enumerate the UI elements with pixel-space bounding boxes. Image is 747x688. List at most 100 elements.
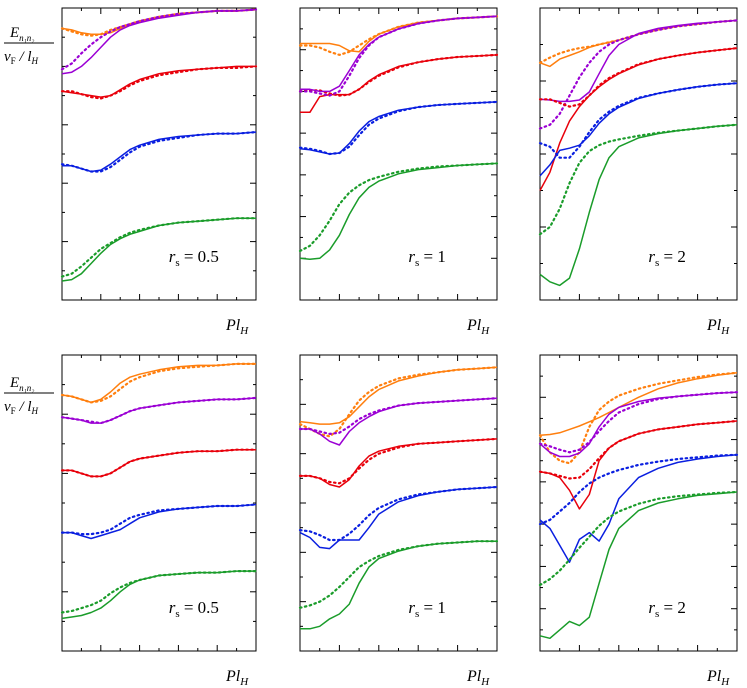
series-line-solid xyxy=(539,47,738,191)
rs-label-value: = 0.5 xyxy=(180,598,219,617)
series-line-solid xyxy=(299,101,498,155)
series-line-dotted xyxy=(298,366,499,438)
series-purple xyxy=(298,15,499,97)
series-line-dotted xyxy=(60,569,258,614)
parameter-box: rs = 2 xyxy=(648,598,686,620)
series-line-dotted xyxy=(298,53,499,97)
series-0 → 2 xyxy=(298,100,499,156)
series-0 → 4 xyxy=(538,19,739,130)
y-label-E-subscript: n₁n₂ xyxy=(19,383,34,393)
rs-label-r: r xyxy=(648,247,655,266)
series-line-dotted xyxy=(538,371,739,465)
rs-label: rs = 1 xyxy=(408,598,446,620)
series-line-dotted xyxy=(538,19,739,64)
series-1 → 4 xyxy=(60,448,258,478)
series-line-solid xyxy=(300,438,498,488)
rs-label-r: r xyxy=(169,247,176,266)
series-line-solid xyxy=(62,448,256,478)
series-line-dotted xyxy=(60,448,258,478)
series-line-dotted xyxy=(298,540,499,609)
series-line-solid xyxy=(300,397,498,446)
rs-label-r: r xyxy=(408,247,415,266)
x-axis-title-sub: H xyxy=(480,325,490,337)
y-label-denominator: vF / lH xyxy=(4,49,39,66)
series-1 → 2 xyxy=(298,540,499,630)
x-axis-title-main: Pl xyxy=(225,317,241,334)
x-axis-title-sub: H xyxy=(720,325,730,337)
series-1 → 2 xyxy=(538,490,739,640)
x-axis-title-main: Pl xyxy=(706,668,722,685)
series-0 → 1 xyxy=(298,162,499,261)
rs-label: rs = 0.5 xyxy=(169,247,219,269)
x-axis-title-main: Pl xyxy=(466,317,482,334)
y-label-E-subscript: n₁n₂ xyxy=(19,33,34,43)
series-line-dotted xyxy=(60,503,258,536)
x-axis-title: PlH xyxy=(225,317,249,337)
rs-label: rs = 1 xyxy=(408,247,446,269)
series--1 → 1 xyxy=(538,19,739,68)
y-label-v: v xyxy=(4,399,11,415)
rs-label-sub: s xyxy=(655,257,659,269)
series-line-solid xyxy=(61,8,257,75)
series--1 → 1 xyxy=(298,15,499,57)
x-axis-title: PlH xyxy=(706,317,730,337)
x-axis-title-sub: H xyxy=(239,325,249,337)
rs-label: rs = 2 xyxy=(648,247,686,269)
y-label-slash-l: / l xyxy=(16,399,32,415)
parameter-box: rs = 0.5 xyxy=(169,598,219,620)
rs-label: rs = 2 xyxy=(648,598,686,620)
series-line-dotted xyxy=(60,8,258,71)
y-label-v-subscript: F xyxy=(11,406,16,416)
series-line-solid xyxy=(539,19,738,103)
series-0 → 2 xyxy=(538,371,739,465)
x-axis-title-main: Pl xyxy=(706,317,722,334)
series-0 → 2 xyxy=(60,362,258,404)
parameter-box: rs = 2 xyxy=(648,247,686,269)
series-1 → 2 xyxy=(60,569,258,620)
series--1 → 1 xyxy=(60,8,258,37)
series-line-dotted xyxy=(538,419,739,480)
rs-label-r: r xyxy=(408,598,415,617)
y-label-denominator: vF / lH xyxy=(4,399,39,416)
series-line-solid xyxy=(300,540,497,630)
x-axis-title: PlH xyxy=(706,668,730,688)
rs-label-r: r xyxy=(648,598,655,617)
series-0 → 1 xyxy=(538,123,739,287)
y-label-numerator: En₁n₂ xyxy=(9,375,34,393)
y-label-l-subscript: H xyxy=(31,406,39,416)
rs-label-value: = 0.5 xyxy=(180,247,219,266)
rs-label-sub: s xyxy=(415,257,419,269)
series-line-dotted xyxy=(298,15,499,57)
rs-label-sub: s xyxy=(655,608,659,620)
series-line-solid xyxy=(61,363,256,404)
y-axis-label: En₁n₂ vF / lH xyxy=(4,25,54,66)
series-0 → 3 xyxy=(60,65,258,100)
series-line-dotted xyxy=(60,65,258,100)
series-line-dotted xyxy=(298,397,499,436)
series-1 → 3 xyxy=(538,453,739,563)
y-label-slash-l: / l xyxy=(16,49,32,65)
series-1 → 3 xyxy=(60,503,258,540)
y-label-v: v xyxy=(4,49,11,65)
y-label-E: E xyxy=(9,25,19,41)
x-axis-title-main: Pl xyxy=(225,668,241,685)
series-line-dotted xyxy=(298,15,499,97)
panel-f: PlH rs = 2 xyxy=(538,354,739,688)
series-line-solid xyxy=(62,131,257,173)
x-axis-title: PlH xyxy=(225,668,249,688)
series-line-dotted xyxy=(538,19,739,130)
series-1 → 5 xyxy=(538,391,739,458)
y-label-E: E xyxy=(9,375,19,391)
series-line-dotted xyxy=(538,490,739,587)
rs-label: rs = 0.5 xyxy=(169,598,219,620)
rs-label-sub: s xyxy=(175,257,179,269)
x-axis-title-sub: H xyxy=(239,676,249,688)
parameter-box: rs = 1 xyxy=(408,598,446,620)
series-1 → 3 xyxy=(298,485,499,550)
series-1 → 4 xyxy=(538,419,739,510)
series-line-solid xyxy=(61,217,256,282)
